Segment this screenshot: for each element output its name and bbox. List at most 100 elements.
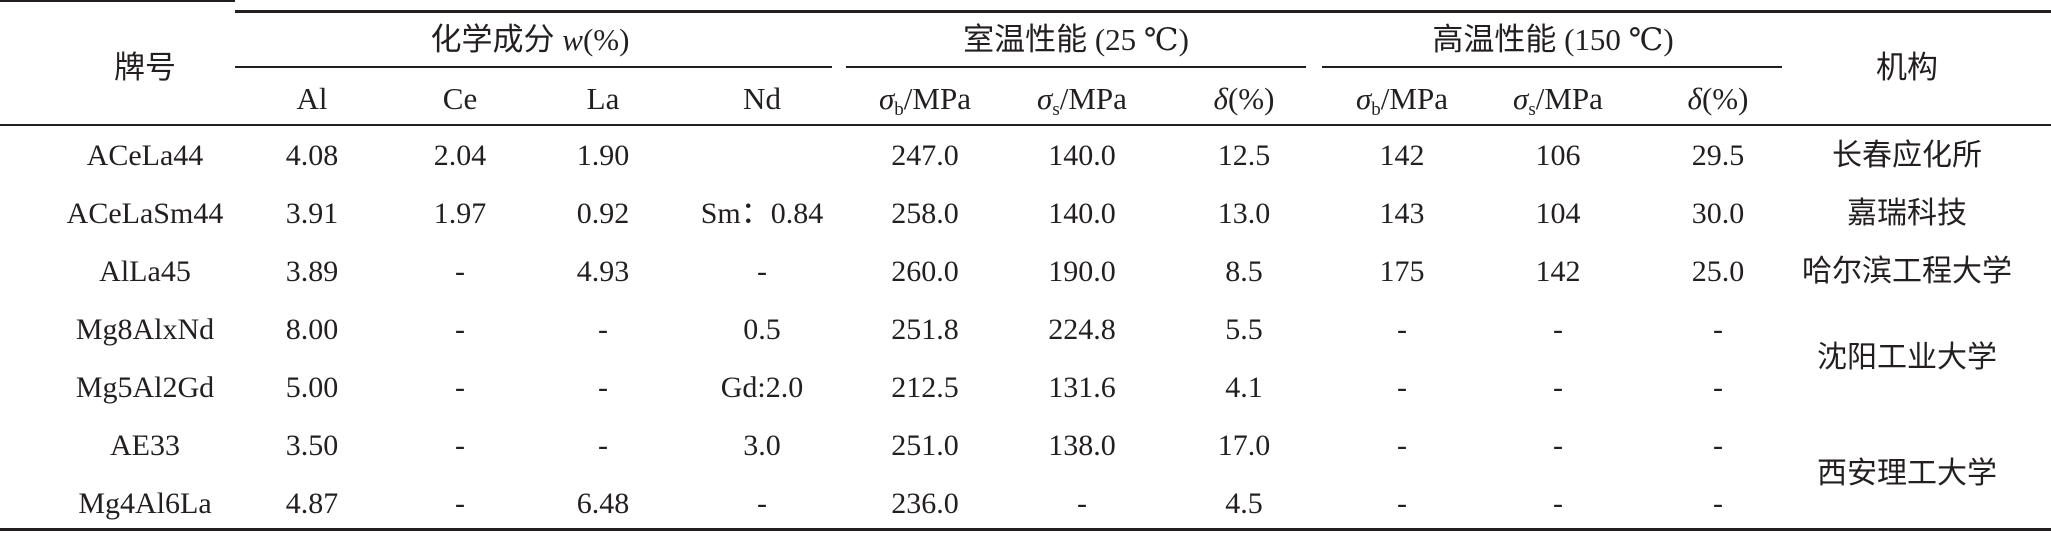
la-cell: 1.90 (576, 139, 630, 172)
room-yield-cell: 140.0 (1048, 197, 1116, 230)
high-elongation-cell: - (1713, 371, 1723, 404)
high-elongation-cell: - (1713, 429, 1723, 462)
high-elongation-cell: 29.5 (1691, 139, 1745, 172)
high-elongation-cell: 25.0 (1691, 255, 1745, 288)
sigma-symbol: σ (1356, 81, 1372, 116)
institution-cell: 哈尔滨工程大学 (1802, 255, 2012, 288)
high-tensile-cell: 143 (1379, 197, 1425, 230)
subscript-s: s (1528, 99, 1536, 120)
header-al: Al (296, 81, 328, 116)
unit-percent: (%) (1701, 81, 1749, 116)
room-elongation-cell: 5.5 (1225, 313, 1263, 346)
sigma-symbol: σ (1513, 81, 1529, 116)
high-yield-cell: 104 (1535, 197, 1581, 230)
header-composition: 化学成分 w(%) (431, 22, 630, 58)
top-rule-left (0, 0, 235, 2)
nd-cell: 3.0 (743, 429, 781, 462)
ce-cell: 1.97 (433, 197, 487, 230)
high-yield-cell: 106 (1535, 139, 1581, 172)
high-yield-cell: 142 (1535, 255, 1581, 288)
header-room-elongation: δ(%) (1214, 81, 1275, 117)
header-bottom-rule (0, 124, 2051, 126)
subscript-b: b (894, 99, 904, 120)
room-elongation-cell: 12.5 (1217, 139, 1271, 172)
room-elongation-cell: 4.5 (1225, 487, 1263, 520)
room-tensile-cell: 251.8 (891, 313, 959, 346)
institution-cell: 嘉瑞科技 (1847, 197, 1967, 230)
high-tensile-cell: 142 (1379, 139, 1425, 172)
composition-group-rule (235, 66, 832, 68)
ce-cell: - (455, 255, 465, 288)
high-yield-cell: - (1553, 487, 1563, 520)
ce-cell: - (455, 371, 465, 404)
header-institution: 机构 (1876, 50, 1938, 85)
nd-cell: 0.5 (743, 313, 781, 346)
high-tensile-cell: - (1397, 429, 1407, 462)
composition-variable: w (562, 22, 583, 57)
room-elongation-cell: 4.1 (1225, 371, 1263, 404)
header-ce: Ce (442, 81, 478, 116)
composition-unit: (%) (582, 22, 630, 57)
top-rule (235, 10, 2051, 13)
bottom-rule (0, 528, 2051, 531)
room-yield-cell: 138.0 (1048, 429, 1116, 462)
la-cell: - (598, 371, 608, 404)
header-high-temp: 高温性能 (150 ℃) (1432, 22, 1674, 57)
header-la: La (586, 81, 620, 116)
grade-cell: Mg8AlxNd (75, 313, 215, 346)
unit-percent: (%) (1227, 81, 1275, 116)
unit-mpa: /MPa (903, 81, 971, 116)
high-tensile-cell: - (1397, 371, 1407, 404)
high-elongation-cell: - (1713, 313, 1723, 346)
header-high-yield-strength: σs/MPa (1513, 81, 1603, 120)
la-cell: 6.48 (576, 487, 630, 520)
room-elongation-cell: 17.0 (1217, 429, 1271, 462)
high-tensile-cell: - (1397, 313, 1407, 346)
high-yield-cell: - (1553, 429, 1563, 462)
institution-cell: 长春应化所 (1832, 139, 1982, 172)
high-tensile-cell: - (1397, 487, 1407, 520)
room-tensile-cell: 236.0 (891, 487, 959, 520)
unit-mpa: /MPa (1380, 81, 1448, 116)
la-cell: 0.92 (576, 197, 630, 230)
room-tensile-cell: 258.0 (891, 197, 959, 230)
high-yield-cell: - (1553, 371, 1563, 404)
grade-cell: AlLa45 (99, 255, 191, 288)
institution-cell: 西安理工大学 (1817, 457, 1997, 490)
high-tensile-cell: 175 (1379, 255, 1425, 288)
nd-cell: Sm：0.84 (700, 197, 824, 230)
grade-cell: Mg4Al6La (78, 487, 212, 520)
nd-cell: - (757, 255, 767, 288)
nd-cell: - (757, 487, 767, 520)
al-cell: 3.89 (285, 255, 339, 288)
room-tensile-cell: 212.5 (891, 371, 959, 404)
al-cell: 8.00 (285, 313, 339, 346)
composition-label: 化学成分 (430, 22, 563, 57)
high-yield-cell: - (1553, 313, 1563, 346)
ce-cell: - (455, 313, 465, 346)
header-high-elongation: δ(%) (1688, 81, 1749, 117)
la-cell: - (598, 313, 608, 346)
header-room-temp: 室温性能 (25 ℃) (963, 22, 1189, 57)
ce-cell: 2.04 (433, 139, 487, 172)
room-elongation-cell: 8.5 (1225, 255, 1263, 288)
room-elongation-cell: 13.0 (1217, 197, 1271, 230)
delta-symbol: δ (1687, 81, 1702, 116)
delta-symbol: δ (1213, 81, 1228, 116)
al-cell: 4.08 (285, 139, 339, 172)
room-yield-cell: 224.8 (1048, 313, 1116, 346)
high-elongation-cell: 30.0 (1691, 197, 1745, 230)
unit-mpa: /MPa (1535, 81, 1603, 116)
grade-cell: AE33 (110, 429, 180, 462)
high-temp-group-rule (1322, 66, 1782, 68)
institution-cell: 沈阳工业大学 (1817, 341, 1997, 374)
subscript-b: b (1371, 99, 1381, 120)
ce-cell: - (455, 487, 465, 520)
nd-cell: Gd:2.0 (720, 371, 804, 404)
header-grade: 牌号 (114, 50, 176, 85)
unit-mpa: /MPa (1059, 81, 1127, 116)
la-cell: - (598, 429, 608, 462)
room-yield-cell: 190.0 (1048, 255, 1116, 288)
header-room-tensile-strength: σb/MPa (879, 81, 971, 120)
room-tensile-cell: 260.0 (891, 255, 959, 288)
